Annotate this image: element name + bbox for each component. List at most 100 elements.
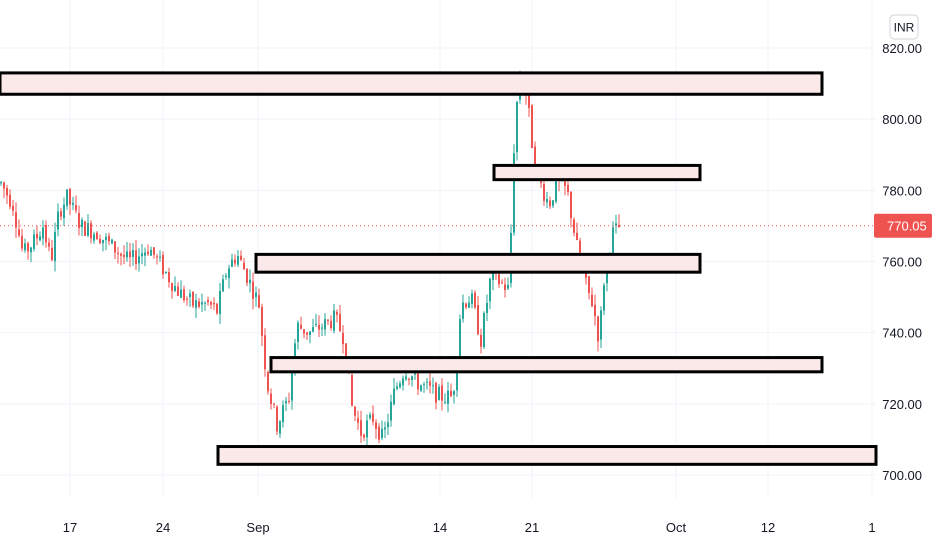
candle-body [498,274,500,285]
candle-body [504,284,506,291]
candle-body [327,319,329,321]
candle-body [444,401,446,403]
candle-body [456,359,458,391]
candle-body [30,247,32,253]
candle-body [189,293,191,297]
current-price-marker: 770.05 [874,213,932,238]
candle-body [360,420,362,436]
candle-body [312,327,314,332]
candle-body [57,211,59,230]
candle-body [96,232,98,240]
zone-rectangle[interactable] [0,71,824,96]
candle-body [204,302,206,304]
x-tick-label: 14 [433,520,447,535]
candle-body [165,271,167,273]
support-resistance-zones[interactable] [0,71,878,466]
candle-body [171,283,173,291]
candle-body [288,400,290,402]
candle-body [396,386,398,389]
x-tick-label: Sep [246,520,269,535]
candle-body [261,306,263,336]
candle-body [246,268,248,283]
x-tick-label: Oct [666,520,687,535]
candle-body [132,249,134,257]
candle-body [564,177,566,186]
currency-badge[interactable]: INR [889,14,919,40]
x-tick-label: 1 [868,520,875,535]
candle-body [555,177,557,202]
candle-body [543,184,545,201]
candle-body [480,334,482,347]
candle-body [78,213,80,228]
y-tick-label: 760.00 [882,255,922,270]
candle-body [249,279,251,284]
x-tick-label: 24 [156,520,170,535]
candle-body [108,235,110,242]
candle-body [159,256,161,258]
candle-body [420,385,422,391]
candle-body [279,421,281,434]
candle-body [75,205,77,211]
currency-badge-label: INR [894,21,915,35]
candle-body [186,298,188,300]
candle-body [234,259,236,264]
candle-body [222,279,224,292]
candle-body [306,332,308,335]
candle-body [408,378,410,380]
candle-body [264,335,266,370]
candle-body [63,204,65,219]
candle-body [315,323,317,325]
zone-rectangle[interactable] [216,445,878,466]
candle-body [405,376,407,380]
candle-body [93,234,95,241]
candle-body [351,375,353,406]
candle-body [27,243,29,252]
candle-body [333,310,335,331]
candle-body [105,236,107,241]
candle-body [9,194,11,207]
candle-body [372,413,374,422]
candle-body [441,385,443,401]
zone-rectangle[interactable] [269,356,824,374]
price-axis[interactable]: 700.00 720.00 740.00 760.00 780.00 800.00 820.… [882,41,922,483]
candle-body [237,256,239,265]
candle-body [423,383,425,385]
candle-body [591,294,593,307]
candle-body [54,231,56,262]
candle-body [240,255,242,261]
candle-body [126,251,128,258]
y-tick-label: 720.00 [882,397,922,412]
candle-body [270,393,272,404]
candle-body [474,292,476,308]
candle-body [363,434,365,438]
candle-body [60,211,62,217]
candle-body [198,301,200,307]
candle-body [219,290,221,315]
zone-rectangle[interactable] [254,252,702,274]
candle-body [573,219,575,233]
candle-body [399,383,401,388]
candle-body [69,188,71,205]
currency-badge-box[interactable] [889,14,919,40]
x-tick-label: 21 [525,520,539,535]
candle-body [324,319,326,330]
candle-body [129,251,131,258]
candle-body [507,284,509,289]
time-axis[interactable]: 17 24 Sep 14 21 Oct 12 1 [63,520,876,535]
candle-body [180,289,182,298]
candle-body [594,304,596,317]
candle-body [102,239,104,244]
x-tick-label: 12 [761,520,775,535]
candle-body [489,278,491,302]
candle-body [465,303,467,308]
candle-body [501,282,503,284]
candle-body [477,304,479,335]
candle-body [417,371,419,390]
candle-body [174,285,176,291]
candle-body [210,301,212,305]
candle-body [411,376,413,380]
candle-body [336,311,338,315]
zone-rectangle[interactable] [492,163,702,182]
candle-body [528,93,530,108]
